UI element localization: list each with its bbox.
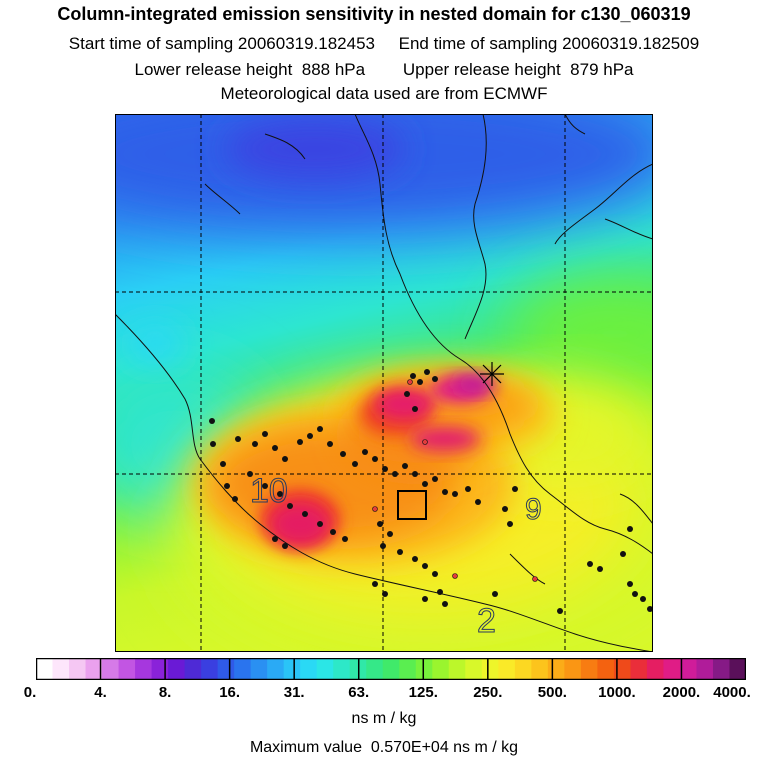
colorbar-cell (646, 658, 665, 680)
colorbar-tick-label: 16. (219, 684, 241, 701)
colorbar-cell (514, 658, 532, 680)
colorbar-tick-label: 250. (473, 684, 503, 701)
colorbar-cell (630, 658, 648, 680)
colorbar-tick-label: 63. (348, 684, 370, 701)
colorbar-tick-label: 4. (94, 684, 107, 701)
colorbar-cell (498, 658, 516, 680)
sampling-time-line: Start time of sampling 20060319.182453 E… (68, 34, 700, 53)
colorbar-cell (135, 658, 153, 680)
colorbar-cell (415, 658, 433, 680)
target-box (397, 490, 427, 520)
colorbar-dividers (99, 658, 683, 680)
colorbar-cell (729, 658, 746, 680)
colorbar-cell (531, 658, 549, 680)
colorbar-cell (580, 658, 598, 680)
contour-label-10: 10 (250, 472, 288, 510)
met-data-line: Meteorological data used are from ECMWF (220, 84, 548, 103)
colorbar-tick-label: 8. (158, 684, 172, 701)
colorbar-cell (283, 658, 301, 680)
colorbar-cell (399, 658, 417, 680)
maximum-value: Maximum value 0.570E+04 ns m / kg (249, 739, 519, 756)
colorbar-cell (564, 658, 582, 680)
colorbar-tick-label: 125. (408, 684, 438, 701)
colorbar-cell (102, 658, 120, 680)
contour-labels: 10 9 2 (250, 472, 543, 641)
colorbar-cell (118, 658, 136, 680)
colorbar-cell (547, 658, 565, 680)
colorbar-tick-label: 500. (537, 684, 567, 701)
colorbar-cell (679, 658, 698, 680)
field (115, 114, 653, 652)
colorbar (36, 658, 746, 680)
colorbar-cell (712, 658, 731, 680)
colorbar-cell (217, 658, 235, 680)
colorbar-cell (184, 658, 202, 680)
colorbar-tick-label: 2000. (662, 684, 701, 701)
observation-points (209, 369, 653, 614)
colorbar-cell (234, 658, 252, 680)
release-height-line: Lower release height 888 hPa Upper relea… (134, 60, 634, 79)
contour-label-9: 9 (525, 493, 542, 526)
colorbar-cell (250, 658, 268, 680)
colorbar-cell (201, 658, 219, 680)
contour-label-2: 2 (477, 602, 496, 640)
colorbar-cell (168, 658, 186, 680)
colorbar-cell (465, 658, 483, 680)
colorbar-cell (300, 658, 318, 680)
colorbar-cell (366, 658, 384, 680)
colorbar-cell (52, 658, 70, 680)
release-asterisk-icon (480, 362, 504, 386)
colorbar-cell (613, 658, 632, 680)
colorbar-tick-label: 31. (283, 684, 305, 701)
highlighted-points (372, 379, 538, 582)
colorbar-ticks: 0. 4. 8. 16. 31. 63. 125. 250. 500. 1000. 2000. 400… (0, 684, 768, 706)
colorbar-cell (151, 658, 169, 680)
colorbar-cell (333, 658, 351, 680)
colorbar-cell (481, 658, 499, 680)
colorbar-cell (382, 658, 400, 680)
colorbar-cell (597, 658, 615, 680)
colorbar-cell (432, 658, 450, 680)
colorbar-cell (316, 658, 334, 680)
grid-lines (115, 114, 653, 652)
map-frame (115, 114, 653, 652)
colorbar-units: ns m / kg (351, 710, 417, 727)
colorbar-tick-label: 0. (23, 684, 37, 701)
colorbar-cell (663, 658, 681, 680)
colorbar-cell (36, 658, 54, 680)
colorbar-cell (448, 658, 466, 680)
colorbar-tick-label: 1000. (598, 684, 636, 701)
plot-title: Column-integrated emission sensitivity i… (57, 4, 691, 24)
colorbar-cell (696, 658, 714, 680)
colorbar-cell (85, 658, 103, 680)
colorbar-cell (69, 658, 87, 680)
colorbar-cells (36, 658, 746, 680)
sensitivity-map: 10 9 2 (115, 114, 653, 652)
colorbar-tick-label: 4000. (713, 684, 751, 701)
colorbar-cell (267, 658, 285, 680)
coastlines (115, 114, 653, 652)
